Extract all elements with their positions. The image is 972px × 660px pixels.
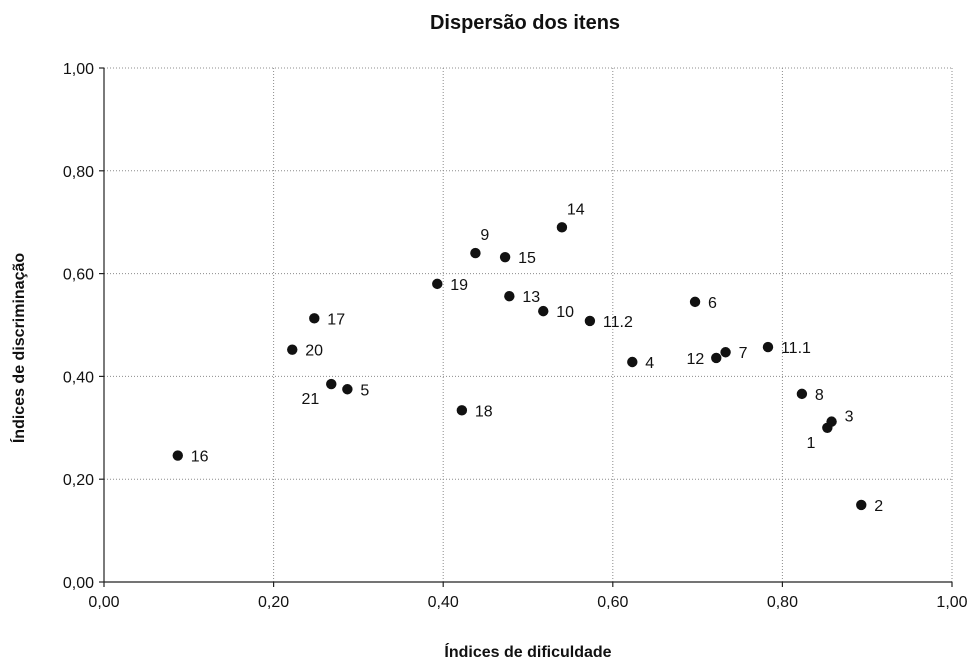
data-point	[287, 344, 298, 355]
point-label: 16	[191, 449, 209, 466]
data-point	[627, 356, 638, 368]
point-label: 3	[845, 409, 854, 426]
point-label: 9	[480, 227, 489, 244]
point-label: 7	[739, 345, 748, 362]
data-point	[499, 251, 511, 263]
point-label: 6	[708, 295, 717, 312]
x-tick-label: 0,20	[258, 594, 289, 611]
data-point	[172, 450, 183, 461]
y-tick-label: 0,60	[63, 267, 94, 284]
data-point	[470, 247, 481, 259]
x-tick-labels: 0,00 0,20 0,40 0,60 0,80 1,00	[88, 594, 967, 611]
data-point	[538, 305, 549, 317]
point-label: 17	[327, 311, 345, 328]
data-point	[556, 222, 568, 233]
data-point	[720, 347, 731, 358]
y-tick-label: 0,40	[63, 369, 94, 386]
x-tick-label: 0,80	[767, 594, 798, 611]
data-point	[326, 378, 337, 390]
x-tick-label: 0,40	[428, 594, 459, 611]
axes	[99, 67, 953, 587]
point-label: 8	[815, 387, 824, 404]
data-point	[689, 296, 701, 308]
x-axis-label: Índices de dificuldade	[444, 642, 611, 660]
point-label: 15	[518, 250, 536, 267]
point-label: 11.2	[603, 314, 633, 331]
data-point	[796, 388, 808, 400]
point-label: 11.1	[781, 340, 811, 357]
y-tick-label: 0,00	[63, 575, 94, 592]
data-point	[432, 278, 443, 290]
point-label: 20	[305, 343, 323, 360]
point-label: 19	[450, 277, 468, 294]
data-point	[762, 341, 774, 353]
data-point	[711, 352, 722, 364]
point-label: 1	[806, 435, 815, 452]
data-point	[584, 315, 596, 327]
point-label: 13	[522, 289, 540, 306]
data-point	[342, 384, 353, 395]
y-tick-labels: 0,00 0,20 0,40 0,60 0,80 1,00	[63, 61, 94, 592]
y-axis-label: Índices de discriminação	[9, 253, 28, 444]
data-point	[826, 416, 837, 427]
y-tick-label: 0,20	[63, 472, 94, 489]
data-point	[456, 405, 468, 416]
y-tick-label: 1,00	[63, 61, 94, 78]
data-point	[309, 313, 320, 324]
point-label: 2	[874, 498, 883, 515]
data-points	[172, 222, 867, 511]
data-point	[504, 291, 515, 302]
grid	[104, 67, 953, 582]
x-tick-label: 0,60	[597, 594, 628, 611]
point-label: 4	[645, 355, 654, 372]
point-label: 12	[686, 351, 704, 368]
x-tick-label: 1,00	[936, 594, 967, 611]
x-tick-label: 0,00	[88, 594, 119, 611]
point-label: 10	[556, 304, 574, 321]
data-point	[856, 499, 867, 511]
point-label: 14	[567, 201, 585, 218]
point-label: 21	[301, 391, 319, 408]
point-label: 18	[475, 403, 493, 420]
chart-title: Dispersão dos itens	[430, 12, 620, 34]
point-label: 5	[360, 382, 369, 399]
y-tick-label: 0,80	[63, 164, 94, 181]
